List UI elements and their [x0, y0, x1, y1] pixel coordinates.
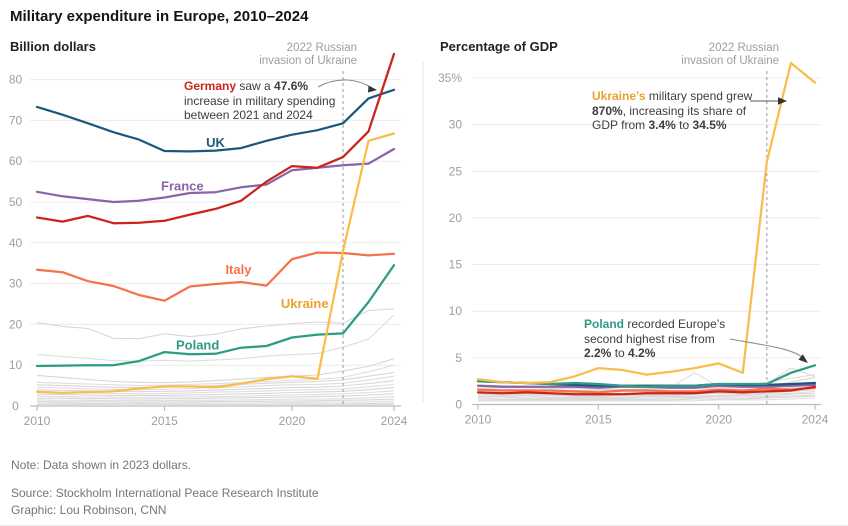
note-text: Note: Data shown in 2023 dollars. — [11, 458, 192, 472]
background-country-line — [37, 393, 395, 400]
background-country-line — [37, 403, 395, 406]
background-country-line — [36, 398, 395, 403]
y-tick-label: 30 — [449, 118, 463, 132]
italy-line — [476, 386, 817, 394]
x-tick-label: 2015 — [151, 414, 178, 428]
poland-line — [35, 264, 396, 368]
annotation-arrow — [729, 338, 804, 359]
ukraine-gdp-annotation: Ukraine’s military spend grew 870%, incre… — [592, 89, 753, 132]
left-chart-unit-label: Billion dollars — [10, 39, 96, 54]
germany-line — [35, 52, 396, 225]
y-tick-label: 40 — [9, 236, 23, 250]
line-label-france: France — [161, 179, 204, 194]
background-country-line — [477, 389, 816, 397]
y-tick-label: 10 — [9, 358, 23, 372]
y-tick-label: 60 — [9, 154, 23, 168]
background-country-line — [36, 314, 395, 362]
y-tick-label: 20 — [449, 211, 463, 225]
y-tick-label: 0 — [12, 399, 19, 413]
background-country-line — [478, 390, 816, 398]
y-tick-label: 0 — [455, 398, 462, 412]
background-country-line — [36, 383, 395, 395]
x-tick-label: 2020 — [279, 414, 306, 428]
france-line — [35, 147, 396, 204]
background-country-line — [36, 390, 395, 398]
line-label-poland: Poland — [176, 338, 219, 353]
line-label-ukraine: Ukraine — [281, 296, 329, 311]
right-chart-unit-label: Percentage of GDP — [440, 39, 558, 54]
invasion-event-label: 2022 Russian invasion of Ukraine — [681, 42, 779, 67]
y-tick-label: 30 — [9, 277, 23, 291]
x-tick-label: 2015 — [585, 413, 612, 427]
background-country-line — [36, 371, 395, 389]
background-country-line — [478, 392, 816, 399]
y-tick-label: 70 — [9, 113, 23, 127]
y-tick-label: 80 — [9, 73, 23, 87]
x-tick-label: 2024 — [381, 414, 408, 428]
background-country-line — [478, 395, 816, 401]
x-tick-label: 2010 — [24, 414, 51, 428]
y-tick-label: 20 — [9, 317, 23, 331]
ukraine-line — [35, 132, 396, 395]
background-country-line — [36, 364, 395, 387]
background-country-line — [37, 400, 395, 405]
y-tick-label: 5 — [455, 351, 462, 365]
background-country-line — [36, 396, 395, 402]
background-country-line — [36, 358, 395, 384]
y-tick-label: 50 — [9, 195, 23, 209]
y-tick-label: 10 — [449, 304, 463, 318]
x-tick-label: 2010 — [465, 413, 492, 427]
x-tick-label: 2024 — [802, 413, 829, 427]
uk-line — [35, 88, 396, 153]
annotation-arrowhead — [778, 97, 787, 105]
background-country-line — [36, 387, 395, 396]
annotation-arrowhead — [798, 354, 808, 363]
background-country-line — [477, 394, 816, 400]
annotation-arrowhead — [368, 85, 377, 93]
y-tick-label: 25 — [449, 164, 463, 178]
chart-title: Military expenditure in Europe, 2010–202… — [10, 8, 309, 25]
line-label-uk: UK — [206, 135, 225, 150]
ukraine-line — [476, 61, 817, 385]
annotation-arrow — [317, 79, 373, 89]
y-tick-label: 35% — [438, 71, 462, 85]
invasion-event-label: 2022 Russian invasion of Ukraine — [259, 42, 357, 67]
source-text: Source: Stockholm International Peace Re… — [11, 486, 319, 500]
germany-annotation: Germany saw a 47.6% increase in military … — [184, 79, 336, 122]
y-tick-label: 15 — [449, 258, 463, 272]
credit-text: Graphic: Lou Robinson, CNN — [11, 503, 167, 517]
germany-line — [476, 385, 817, 396]
poland-gdp-annotation: Poland recorded Europe’s second highest r… — [584, 317, 726, 360]
background-country-line — [478, 397, 816, 402]
line-label-italy: Italy — [225, 262, 252, 277]
background-country-line — [37, 402, 395, 406]
italy-line — [35, 251, 396, 302]
x-tick-label: 2020 — [705, 413, 732, 427]
background-country-line — [36, 308, 395, 340]
